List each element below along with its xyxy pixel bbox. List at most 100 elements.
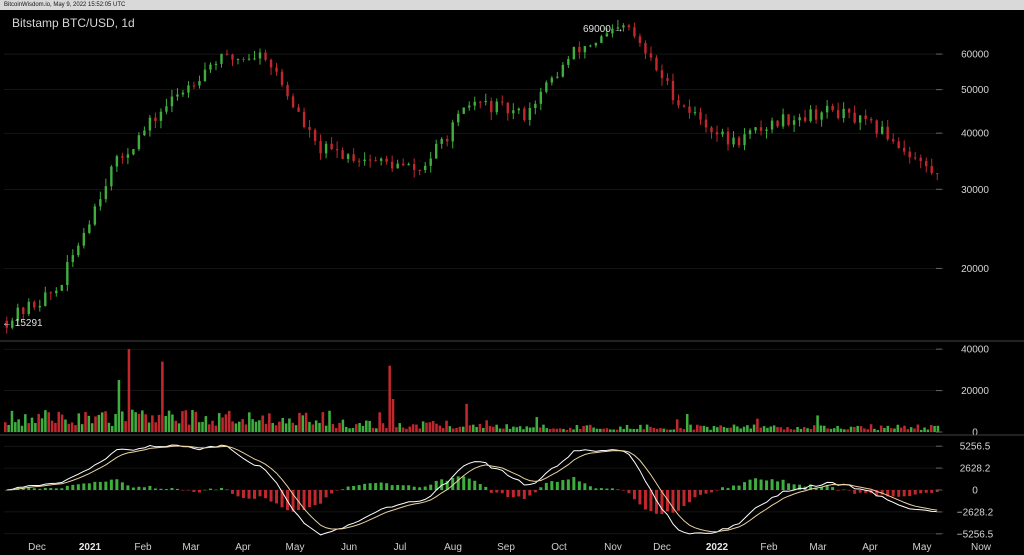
macd-hist-bar <box>638 490 642 505</box>
macd-hist-bar <box>478 484 482 490</box>
btc-chart[interactable]: Bitstamp BTC/USD, 1d 20000 30000 40000 5000… <box>0 10 1024 555</box>
volume-bar <box>197 422 201 432</box>
macd-hist-bar <box>930 490 934 493</box>
candle-body <box>82 232 86 246</box>
candle-body <box>165 106 168 112</box>
volume-bar <box>381 423 385 432</box>
candle-body <box>561 64 565 77</box>
candle-body <box>440 138 443 144</box>
candle-body <box>644 42 647 54</box>
volume-bar <box>274 425 278 432</box>
volume-bar <box>522 429 525 432</box>
macd-hist-bar <box>38 488 42 490</box>
timestamp-bar: BitcoinWisdom.io, May 9, 2022 15:52:05 U… <box>0 0 1024 10</box>
macd-hist-bar <box>280 490 284 508</box>
high-annotation: 69000 → <box>583 24 624 35</box>
candle-body <box>517 108 520 111</box>
macd-hist-bar <box>792 484 796 490</box>
candle-body <box>622 25 625 28</box>
chart-title: Bitstamp BTC/USD, 1d <box>12 16 135 30</box>
macd-hist-bar <box>500 490 504 494</box>
volume-bar <box>167 410 171 432</box>
candle-body <box>539 91 543 104</box>
volume-bar <box>254 421 258 432</box>
macd-hist-bar <box>787 483 791 490</box>
macd-hist-bar <box>583 483 587 490</box>
volume-bar <box>441 428 445 432</box>
candle-body <box>121 156 124 158</box>
volume-bar <box>886 425 890 432</box>
candle-body <box>462 107 465 114</box>
x-tick-label: Mar <box>809 542 827 553</box>
macd-hist-bar <box>186 490 190 491</box>
candle-body <box>787 114 790 125</box>
x-tick-label: Apr <box>235 542 251 553</box>
macd-hist-bar <box>902 490 906 497</box>
volume-bar <box>542 424 545 432</box>
volume-bar <box>812 425 816 432</box>
candle-body <box>242 59 245 61</box>
volume-bar <box>181 411 184 432</box>
macd-hist-bar <box>148 485 152 490</box>
volume-bar <box>177 423 181 432</box>
macd-hist-bar <box>522 490 526 499</box>
volume-bar <box>836 425 839 432</box>
macd-hist-bar <box>115 479 119 490</box>
candle-body <box>401 163 405 166</box>
volume-bar <box>7 424 10 432</box>
volume-bar <box>258 420 261 432</box>
volume-bar <box>251 419 254 432</box>
candle-body <box>286 84 289 97</box>
volume-bar <box>431 421 435 432</box>
candle-body <box>38 305 41 308</box>
volume-bar <box>318 422 321 432</box>
macd-hist-bar <box>550 481 554 490</box>
candle-body <box>396 163 399 169</box>
candle-body <box>5 320 8 328</box>
x-tick-label: Feb <box>134 542 152 553</box>
macd-hist-bar <box>544 482 548 490</box>
volume-bar <box>772 425 776 432</box>
candle-body <box>60 284 64 291</box>
macd-hist-bar <box>665 490 669 512</box>
candle-body <box>847 108 851 113</box>
candle-body <box>649 53 653 58</box>
macd-hist-bar <box>577 481 581 490</box>
volume-bar <box>488 426 492 432</box>
price-grid <box>4 53 944 269</box>
volume-bar <box>893 428 896 432</box>
candle-body <box>836 110 840 119</box>
volume-bar <box>802 426 806 432</box>
volume-bar <box>853 426 856 432</box>
volume-bar <box>595 428 599 432</box>
volume-bar <box>632 428 635 432</box>
macd-hist-bar <box>632 490 636 500</box>
volume-bar <box>428 422 432 432</box>
macd-hist-bar <box>192 490 196 493</box>
volume-bar <box>776 427 779 432</box>
volume-bar <box>388 365 391 432</box>
volume-bar <box>662 428 666 432</box>
volume-bar <box>495 424 498 432</box>
volume-bar <box>385 428 388 432</box>
volume-bar <box>154 422 157 432</box>
volume-bar <box>642 429 646 432</box>
volume-bar <box>639 424 642 432</box>
macd-hist-bar <box>396 484 400 490</box>
macd-hist-bar <box>98 481 102 490</box>
macd-hist-bar <box>693 490 697 498</box>
x-tick-label: Dec <box>653 542 671 553</box>
macd-hist-bar <box>506 490 510 498</box>
x-tick-label: 2022 <box>706 542 729 553</box>
macd-hist-bar <box>528 490 532 496</box>
volume-bar <box>669 429 672 432</box>
volume-bar <box>625 424 629 432</box>
volume-bar <box>50 420 54 432</box>
volume-bar <box>746 425 749 432</box>
volume-bar <box>104 411 107 432</box>
macd-hist-bar <box>330 490 334 494</box>
candle-body <box>291 96 295 108</box>
candle-body <box>198 80 201 86</box>
macd-hist-bar <box>175 488 179 490</box>
volume-bar <box>792 429 796 432</box>
